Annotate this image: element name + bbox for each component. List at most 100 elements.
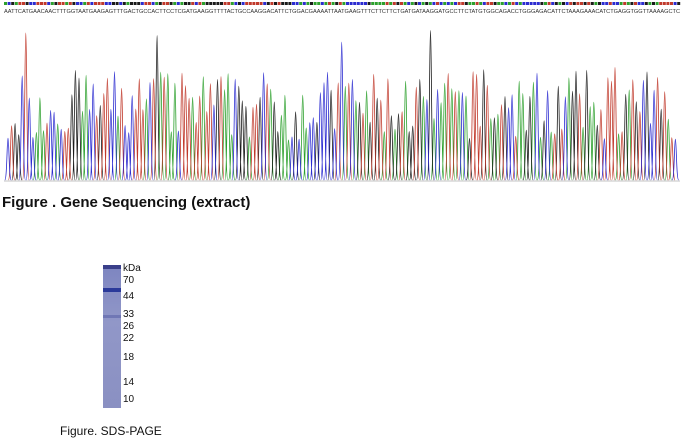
quality-bar (97, 2, 101, 5)
quality-bar (562, 2, 565, 5)
quality-bar (162, 2, 166, 5)
quality-bar (191, 2, 195, 5)
quality-bar (446, 2, 450, 5)
quality-bar (115, 2, 119, 5)
quality-bar (18, 2, 22, 5)
quality-bar (652, 2, 655, 5)
figure-caption: Figure. SDS-PAGE (60, 424, 162, 438)
quality-bar (32, 2, 36, 5)
marker-label: 22 (123, 333, 135, 344)
quality-bar (266, 2, 270, 5)
quality-bar (497, 2, 501, 5)
quality-bar (482, 2, 486, 5)
quality-bar (468, 2, 472, 5)
quality-bar (616, 2, 619, 5)
quality-bar (659, 2, 663, 5)
quality-bar (472, 2, 475, 5)
quality-bar (241, 2, 245, 5)
quality-bar (47, 2, 51, 5)
quality-bar (648, 2, 652, 5)
quality-bar (169, 2, 173, 5)
quality-bar (140, 2, 144, 5)
quality-bar (292, 2, 295, 5)
quality-bar (126, 2, 130, 5)
quality-bar (544, 2, 547, 5)
quality-bar (328, 2, 331, 5)
quality-bar (302, 2, 306, 5)
quality-bar (508, 2, 511, 5)
quality-bar (500, 2, 504, 5)
quality-bar (288, 2, 292, 5)
sequence-text: AATTCATGAACAACTTTGGTAATGAAGAGTTTGACTGCCA… (4, 9, 680, 15)
quality-bar (601, 2, 605, 5)
figure-caption: Figure . Gene Sequencing (extract) (2, 194, 251, 211)
chromatogram: AATTCATGAACAACTTTGGTAATGAAGAGTTTGACTGCCA… (4, 2, 681, 182)
quality-bar (349, 2, 353, 5)
quality-bar (389, 2, 393, 5)
quality-bar (86, 2, 90, 5)
quality-bar (518, 2, 522, 5)
quality-bar (122, 2, 126, 5)
quality-bar (173, 2, 177, 5)
quality-bar (637, 2, 641, 5)
quality-bar (76, 2, 79, 5)
quality-bar (479, 2, 483, 5)
quality-bar (65, 2, 69, 5)
quality-bar (68, 2, 72, 5)
trace (4, 41, 679, 181)
quality-bar (400, 2, 403, 5)
quality-bar (227, 2, 231, 5)
quality-bar (619, 2, 623, 5)
quality-bar (457, 2, 461, 5)
quality-bar (565, 2, 569, 5)
quality-bar (320, 2, 324, 5)
quality-bar (418, 2, 421, 5)
quality-bar (90, 2, 94, 5)
quality-bar (277, 2, 281, 5)
quality-bar (259, 2, 263, 5)
quality-bar (511, 2, 515, 5)
quality-bar (205, 2, 209, 5)
quality-bar (364, 2, 367, 5)
quality-bar (166, 2, 169, 5)
quality-bar (605, 2, 609, 5)
quality-bar (414, 2, 418, 5)
quality-bar (151, 2, 155, 5)
quality-bar (274, 2, 277, 5)
quality-bar (464, 2, 468, 5)
quality-bar (324, 2, 328, 5)
quality-bar (382, 2, 385, 5)
quality-bar (594, 2, 598, 5)
quality-bar (371, 2, 375, 5)
quality-bar (673, 2, 677, 5)
quality-bar (493, 2, 497, 5)
quality-bar (299, 2, 303, 5)
quality-bar (558, 2, 562, 5)
quality-bar (220, 2, 223, 5)
gel-lane (103, 265, 121, 408)
quality-bar (313, 2, 317, 5)
quality-bar (450, 2, 454, 5)
marker-label: 33 (123, 309, 135, 320)
quality-bar (670, 2, 673, 5)
quality-bar (137, 2, 141, 5)
quality-bar (112, 2, 115, 5)
quality-bar (155, 2, 159, 5)
quality-bar (421, 2, 425, 5)
quality-bar (428, 2, 432, 5)
quality-bar (331, 2, 335, 5)
quality-bar (29, 2, 33, 5)
quality-bar (583, 2, 587, 5)
quality-bar (475, 2, 479, 5)
quality-bar (256, 2, 259, 5)
marker-label: 18 (123, 352, 135, 363)
quality-bar (461, 2, 465, 5)
quality-bar (209, 2, 213, 5)
quality-bar (490, 2, 493, 5)
quality-bar (119, 2, 123, 5)
quality-bar (180, 2, 184, 5)
quality-bar (529, 2, 533, 5)
quality-bar (43, 2, 47, 5)
quality-bar (454, 2, 457, 5)
